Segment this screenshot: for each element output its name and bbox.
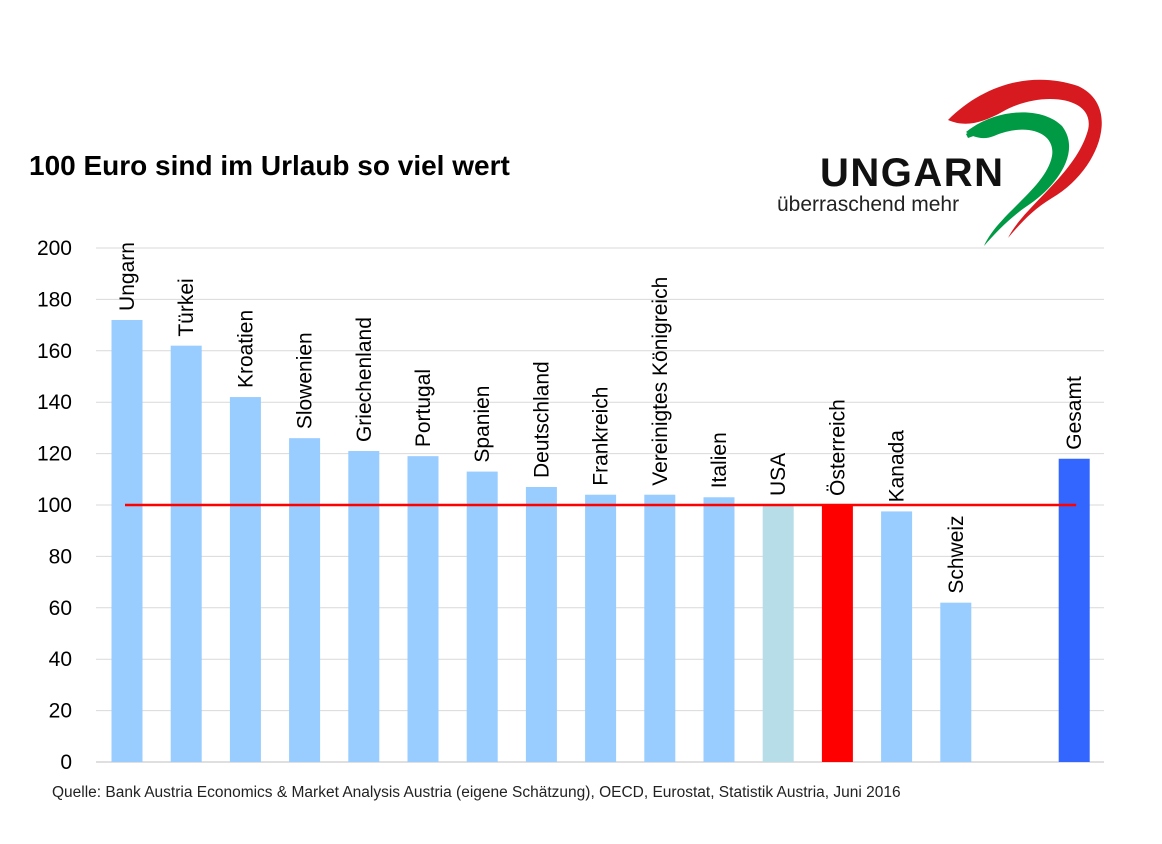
bar [940,602,972,762]
label-layer: 0 20 40 60 80 100 120 140 160 180 200 Ungarn Türkei K… [37,237,1086,774]
category-label: Griechenland [353,317,376,442]
y-tick-label: 80 [49,545,72,568]
category-label: Türkei [175,278,198,336]
category-label: Frankreich [590,387,613,486]
bar [644,494,676,762]
bar-layer [111,319,1090,762]
category-label: Ungarn [116,242,139,311]
y-tick-label: 140 [37,391,72,414]
category-label: USA [767,453,790,496]
y-tick-label: 60 [49,597,72,620]
category-label: Vereinigtes Königreich [649,277,672,486]
bar [881,511,913,762]
bar [170,345,202,762]
bar [289,438,321,762]
y-tick-label: 200 [37,237,72,260]
category-label: Gesamt [1063,376,1086,450]
bar [407,456,439,762]
ungarn-logo: UNGARN überraschend mehr [770,78,1115,248]
bar [1058,458,1090,762]
heart-ribbon-green-left [966,124,1014,138]
y-tick-label: 160 [37,340,72,363]
category-label: Italien [708,432,731,488]
bar [525,487,557,762]
bar [703,497,735,762]
bar [466,471,498,762]
category-label: Portugal [412,369,435,447]
bar [111,319,143,762]
y-tick-label: 40 [49,648,72,671]
category-label: Kroatien [234,310,257,388]
bar [762,505,794,762]
heart-ribbon-green [966,112,1070,246]
category-label: Kanada [886,430,909,503]
bar [229,397,261,762]
bar [348,451,380,762]
bar [585,494,617,762]
category-label: Schweiz [945,515,968,593]
chart-title: 100 Euro sind im Urlaub so viel wert [29,150,510,181]
category-label: Slowenien [294,332,317,429]
category-label: Deutschland [530,361,553,478]
source-note: Quelle: Bank Austria Economics & Market … [52,784,901,801]
logo-tagline: überraschend mehr [777,193,960,216]
category-label: Spanien [471,386,494,463]
y-tick-label: 100 [37,494,72,517]
y-tick-label: 0 [60,751,72,774]
y-tick-label: 20 [49,700,72,723]
heart-ribbon-icon [948,79,1102,246]
y-tick-label: 120 [37,443,72,466]
category-label: Österreich [826,399,849,496]
heart-ribbon-red [948,79,1102,238]
logo-wordmark: UNGARN [820,151,1005,195]
bar [821,505,853,762]
y-tick-label: 180 [37,288,72,311]
